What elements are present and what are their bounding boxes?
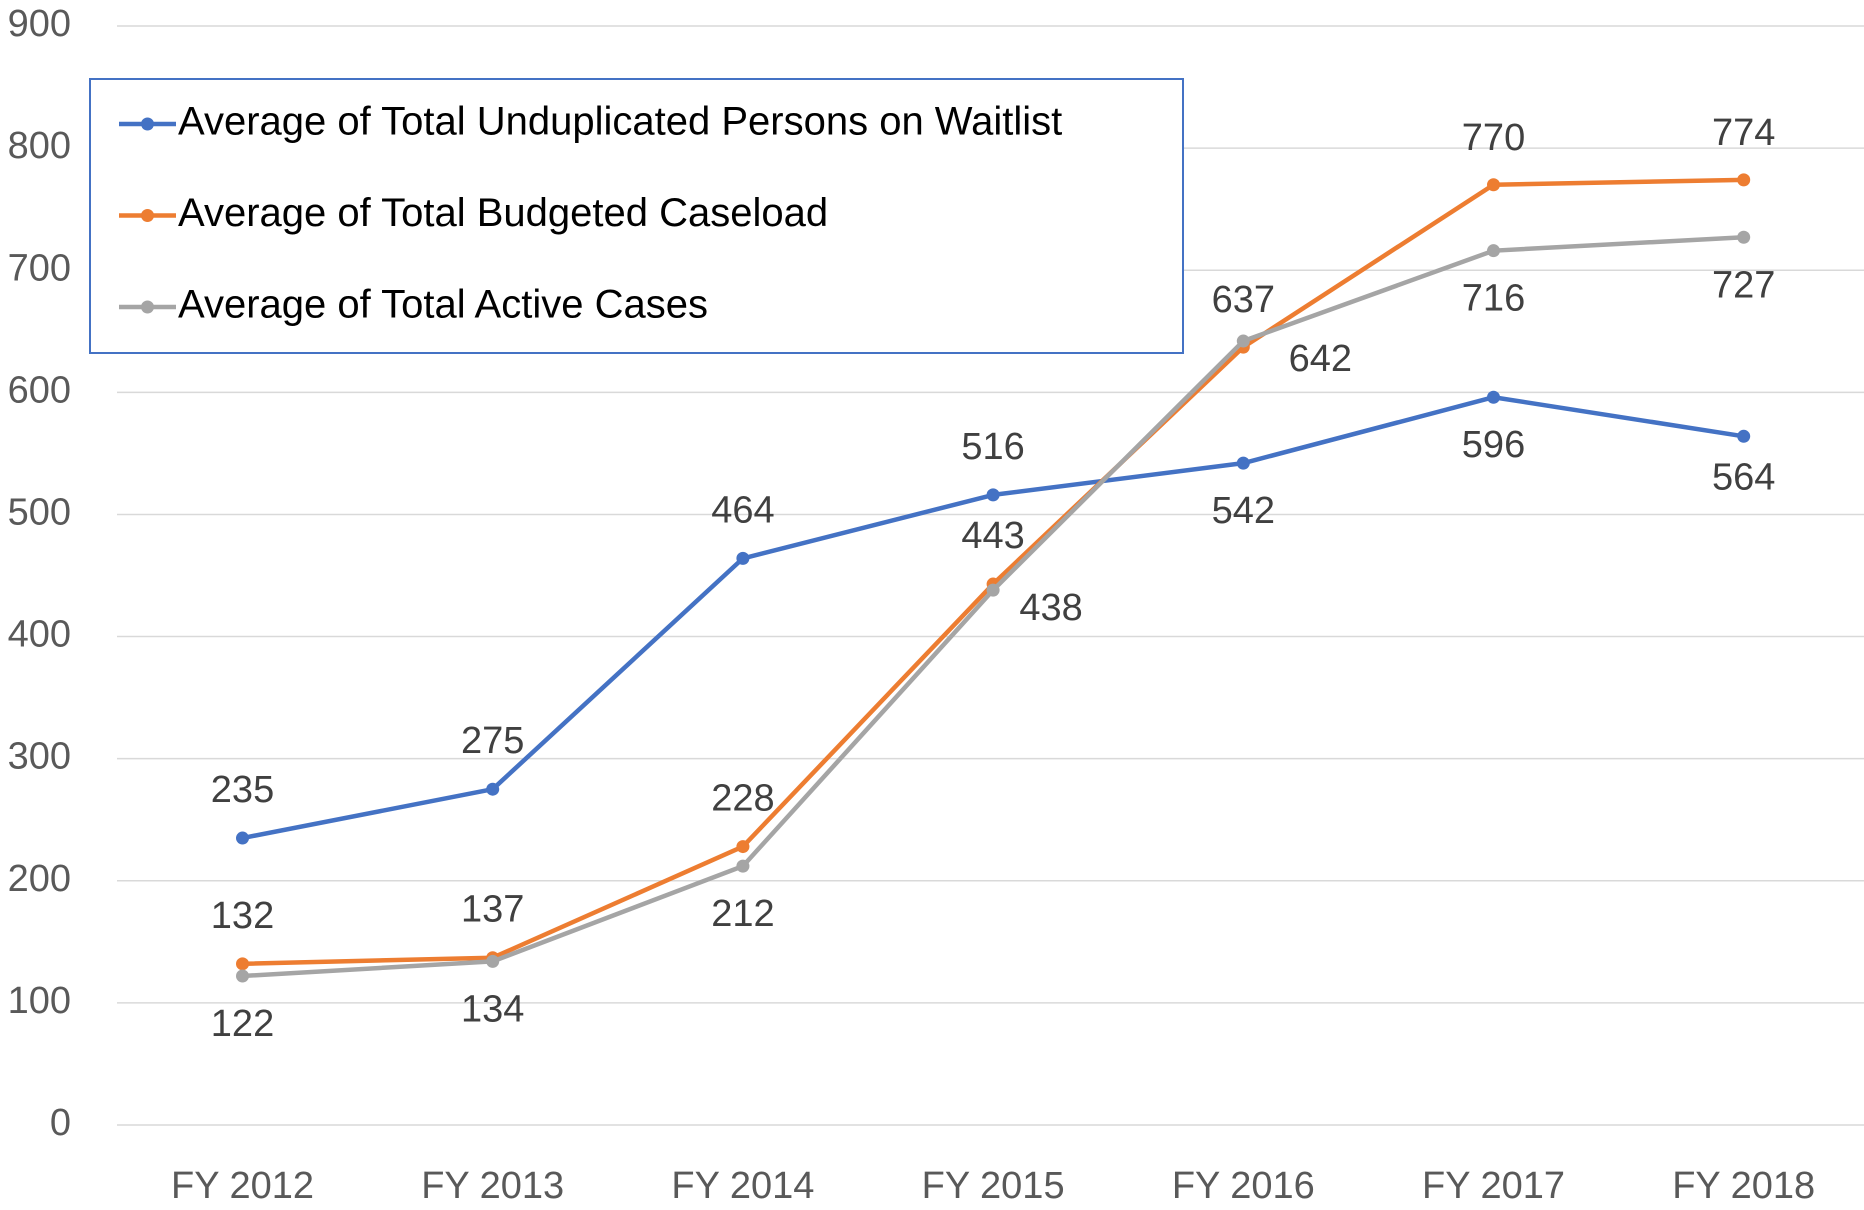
y-tick-label: 0 bbox=[50, 1102, 71, 1144]
x-tick-label: FY 2013 bbox=[421, 1165, 564, 1207]
data-label: 464 bbox=[711, 489, 774, 531]
data-label: 516 bbox=[961, 426, 1024, 468]
data-point bbox=[736, 859, 750, 873]
data-label: 438 bbox=[1019, 587, 1082, 629]
data-label: 716 bbox=[1462, 278, 1525, 320]
data-label: 770 bbox=[1462, 117, 1525, 159]
data-label: 132 bbox=[211, 895, 274, 937]
data-label: 443 bbox=[961, 515, 1024, 557]
y-tick-label: 700 bbox=[8, 247, 71, 289]
data-point bbox=[1487, 390, 1500, 404]
data-point bbox=[486, 954, 500, 968]
y-tick-label: 600 bbox=[8, 369, 71, 411]
data-point bbox=[1487, 178, 1500, 192]
data-label: 542 bbox=[1212, 490, 1275, 532]
x-tick-label: FY 2014 bbox=[671, 1165, 814, 1207]
y-tick-label: 200 bbox=[8, 858, 71, 900]
data-label: 774 bbox=[1712, 112, 1775, 154]
data-point bbox=[236, 831, 249, 845]
data-label: 134 bbox=[461, 988, 524, 1030]
legend-box bbox=[89, 78, 1184, 354]
data-label: 228 bbox=[711, 778, 774, 820]
data-point bbox=[236, 969, 249, 983]
data-label: 642 bbox=[1289, 338, 1352, 380]
y-tick-label: 500 bbox=[8, 491, 71, 533]
data-label: 727 bbox=[1712, 264, 1775, 306]
legend-marker bbox=[141, 209, 154, 222]
legend-label: Average of Total Active Cases bbox=[178, 283, 708, 327]
data-label: 275 bbox=[461, 720, 524, 762]
data-point bbox=[736, 840, 750, 854]
data-point bbox=[236, 957, 249, 971]
data-label: 122 bbox=[211, 1003, 274, 1045]
x-tick-label: FY 2017 bbox=[1422, 1165, 1565, 1207]
legend-marker bbox=[141, 117, 154, 131]
data-point bbox=[1236, 334, 1250, 348]
data-point bbox=[1737, 230, 1751, 244]
legend-marker bbox=[141, 300, 154, 314]
data-point bbox=[736, 551, 750, 565]
x-tick-label: FY 2016 bbox=[1172, 1165, 1315, 1207]
data-label: 596 bbox=[1462, 424, 1525, 466]
y-tick-label: 900 bbox=[8, 3, 71, 45]
data-point bbox=[1236, 456, 1250, 470]
legend-label: Average of Total Budgeted Caseload bbox=[178, 191, 828, 235]
x-tick-label: FY 2018 bbox=[1672, 1165, 1815, 1207]
data-point bbox=[986, 583, 1000, 597]
data-label: 235 bbox=[211, 769, 274, 811]
y-tick-label: 300 bbox=[8, 736, 71, 778]
data-point bbox=[986, 488, 1000, 502]
data-point bbox=[486, 782, 500, 796]
data-label: 637 bbox=[1212, 279, 1275, 321]
x-tick-label: FY 2015 bbox=[922, 1165, 1065, 1207]
data-label: 564 bbox=[1712, 456, 1775, 498]
data-point bbox=[1487, 244, 1500, 258]
data-label: 212 bbox=[711, 893, 774, 935]
y-tick-label: 100 bbox=[8, 980, 71, 1022]
data-point bbox=[1737, 173, 1751, 187]
y-tick-label: 400 bbox=[8, 614, 71, 656]
x-tick-label: FY 2012 bbox=[171, 1165, 314, 1207]
legend-label: Average of Total Unduplicated Persons on… bbox=[178, 100, 1062, 144]
data-label: 137 bbox=[461, 889, 524, 931]
y-tick-label: 800 bbox=[8, 125, 71, 167]
data-point bbox=[1737, 429, 1751, 443]
